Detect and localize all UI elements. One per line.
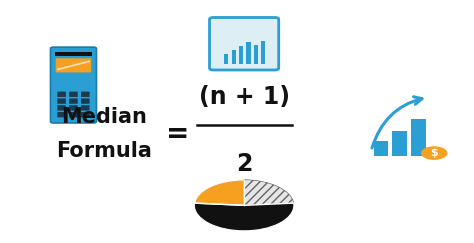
Text: $: $ [430,148,438,158]
FancyBboxPatch shape [50,47,96,123]
Bar [224,54,228,64]
FancyBboxPatch shape [69,105,78,111]
Text: 2: 2 [236,152,252,176]
FancyBboxPatch shape [81,112,90,117]
Bar [254,45,258,64]
FancyBboxPatch shape [69,92,78,97]
Bar [374,141,388,156]
FancyBboxPatch shape [81,92,90,97]
FancyBboxPatch shape [69,112,78,117]
Bar [239,46,243,64]
FancyBboxPatch shape [57,92,66,97]
FancyBboxPatch shape [81,105,90,111]
FancyBboxPatch shape [57,105,66,111]
Wedge shape [244,180,294,205]
Ellipse shape [421,146,447,160]
FancyArrowPatch shape [372,97,422,148]
FancyBboxPatch shape [81,98,90,104]
FancyBboxPatch shape [56,58,91,72]
Bar [392,130,407,156]
Circle shape [194,180,294,231]
Wedge shape [194,180,244,205]
Bar [261,41,265,64]
Text: =: = [166,120,190,148]
FancyBboxPatch shape [57,98,66,104]
Text: (n + 1): (n + 1) [199,85,290,109]
Bar [411,119,426,156]
Text: Median: Median [61,107,147,127]
Text: Formula: Formula [56,141,152,161]
Bar [231,50,236,64]
Bar [55,52,91,56]
Bar [246,42,251,64]
FancyBboxPatch shape [57,112,66,117]
FancyBboxPatch shape [69,98,78,104]
FancyBboxPatch shape [210,17,279,70]
